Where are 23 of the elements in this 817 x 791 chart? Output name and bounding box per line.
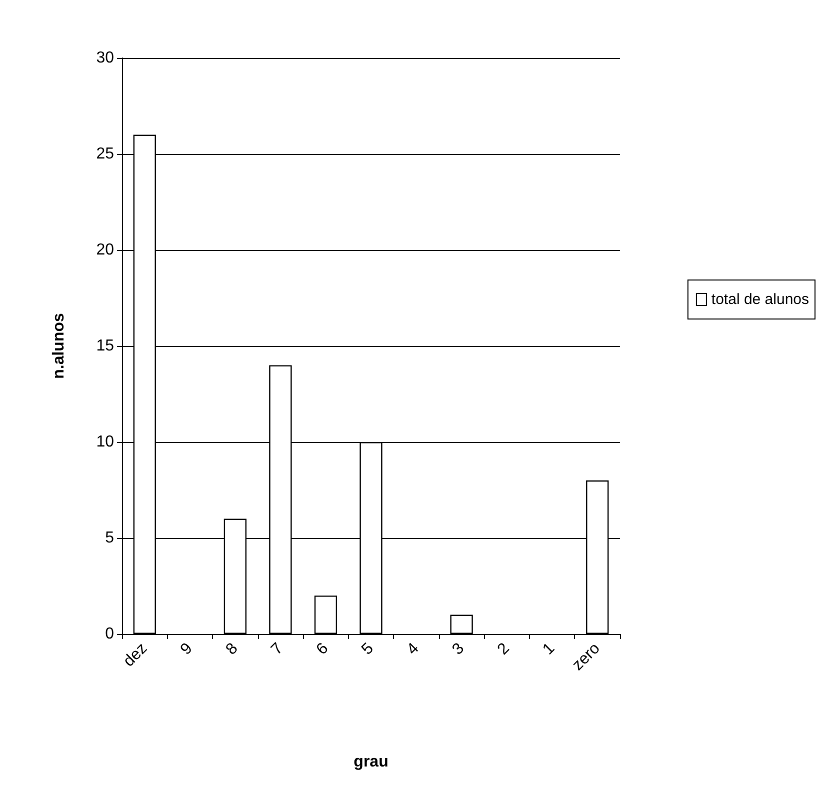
x-tick-label: 9 bbox=[178, 640, 196, 658]
y-tick-label: 25 bbox=[96, 146, 114, 162]
x-tick-label: 7 bbox=[268, 640, 287, 658]
x-tick-label: dez bbox=[120, 640, 151, 670]
x-tick-label: 6 bbox=[313, 640, 332, 658]
y-tick-label: 5 bbox=[105, 530, 114, 546]
x-tick-label: 5 bbox=[358, 640, 378, 658]
x-tick-label: 8 bbox=[222, 640, 242, 658]
x-tick-label: 3 bbox=[449, 640, 468, 658]
y-tick-label: 0 bbox=[105, 626, 114, 642]
y-tick-label: 30 bbox=[96, 50, 114, 66]
bar bbox=[314, 596, 338, 634]
y-axis-title: n.alunos bbox=[50, 313, 68, 379]
x-tick-label: 1 bbox=[540, 640, 558, 658]
x-tick-label: zero bbox=[569, 640, 604, 674]
x-tick-label: 4 bbox=[404, 640, 422, 658]
bar bbox=[450, 614, 473, 634]
y-tick-label: 20 bbox=[96, 242, 114, 258]
y-tick-label: 10 bbox=[96, 434, 114, 450]
legend-label: total de alunos bbox=[711, 291, 810, 308]
x-tick-label: 2 bbox=[494, 640, 513, 658]
y-tick-label: 15 bbox=[96, 338, 114, 354]
x-axis-title: grau bbox=[354, 754, 388, 770]
